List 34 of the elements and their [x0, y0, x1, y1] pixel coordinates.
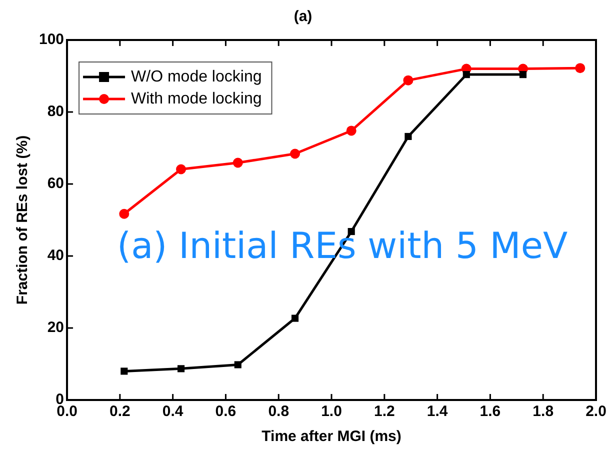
legend-label: W/O mode locking — [131, 68, 262, 86]
x-tick-label: 1.6 — [480, 403, 501, 420]
point — [291, 314, 299, 322]
y-tick-label: 40 — [47, 247, 64, 264]
x-tick-label: 0.2 — [109, 403, 130, 420]
y-tick-label: 20 — [47, 319, 64, 336]
x-tick-label: 1.8 — [532, 403, 554, 420]
y-tick-label: 100 — [38, 31, 64, 48]
x-tick-label: 1.0 — [321, 403, 342, 420]
x-tick-label: 0.6 — [215, 403, 236, 420]
x-tick-label: 0.4 — [162, 403, 184, 420]
x-tick-label: 0.8 — [268, 403, 290, 420]
y-tick-label: 60 — [47, 175, 64, 192]
legend-label: With mode locking — [131, 90, 262, 108]
point — [232, 158, 243, 168]
point — [403, 75, 414, 86]
point — [176, 164, 186, 174]
x-tick-label: 2.0 — [586, 403, 606, 420]
point — [290, 148, 300, 159]
point — [404, 132, 412, 140]
point — [346, 126, 356, 136]
point — [119, 208, 130, 219]
y-tick-label: 80 — [47, 103, 64, 120]
point — [120, 368, 128, 375]
y-axis-title: Fraction of REs lost (%) — [14, 135, 32, 305]
point — [234, 361, 242, 368]
point — [575, 63, 586, 74]
point — [177, 365, 185, 372]
x-tick-label: 1.2 — [374, 403, 395, 420]
chart-title: (a) — [294, 8, 312, 26]
point — [519, 71, 527, 78]
x-axis-title: Time after MGI (ms) — [262, 428, 402, 446]
x-tick-label: 1.4 — [426, 403, 448, 420]
point — [462, 71, 470, 78]
